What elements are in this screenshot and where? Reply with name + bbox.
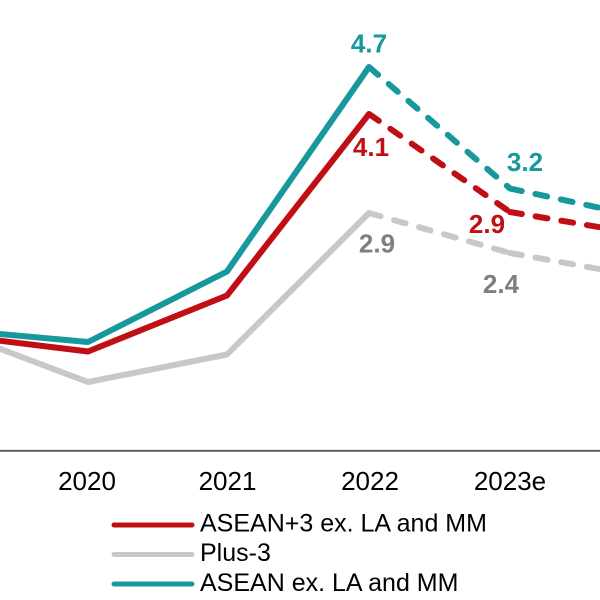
svg-text:ASEAN+3 ex. LA and MM: ASEAN+3 ex. LA and MM — [200, 510, 487, 538]
svg-text:2020: 2020 — [58, 466, 116, 496]
svg-text:2022: 2022 — [341, 466, 399, 496]
svg-text:2.9: 2.9 — [469, 209, 505, 239]
svg-text:Plus-3: Plus-3 — [200, 539, 271, 567]
svg-text:2021: 2021 — [199, 466, 257, 496]
svg-text:2023e: 2023e — [474, 466, 546, 496]
svg-text:3.2: 3.2 — [507, 147, 543, 177]
svg-text:2.9: 2.9 — [359, 229, 395, 259]
svg-text:4.1: 4.1 — [353, 132, 389, 162]
svg-text:2.4: 2.4 — [483, 269, 520, 299]
svg-text:ASEAN ex. LA and MM: ASEAN ex. LA and MM — [200, 569, 458, 597]
svg-text:4.7: 4.7 — [351, 29, 387, 59]
